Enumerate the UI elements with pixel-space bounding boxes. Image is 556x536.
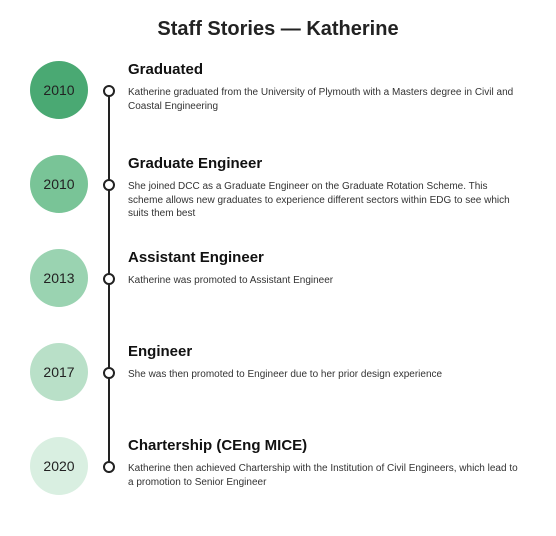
event-title: Graduated <box>128 61 532 78</box>
year-circle: 2010 <box>30 61 88 119</box>
page-title: Staff Stories — Katherine <box>24 18 532 41</box>
timeline-dot <box>103 367 115 379</box>
event-title: Chartership (CEng MICE) <box>128 437 532 454</box>
timeline-dot <box>103 461 115 473</box>
event-content: Engineer She was then promoted to Engine… <box>128 341 532 382</box>
event-content: Graduated Katherine graduated from the U… <box>128 59 532 113</box>
event-content: Graduate Engineer She joined DCC as a Gr… <box>128 153 532 221</box>
event-desc: Katherine graduated from the University … <box>128 86 518 113</box>
timeline-event: 2010 Graduate Engineer She joined DCC as… <box>30 153 532 247</box>
event-desc: She was then promoted to Engineer due to… <box>128 368 518 382</box>
event-content: Assistant Engineer Katherine was promote… <box>128 247 532 288</box>
timeline-dot <box>103 85 115 97</box>
event-title: Assistant Engineer <box>128 249 532 266</box>
timeline-event: 2017 Engineer She was then promoted to E… <box>30 341 532 435</box>
event-desc: Katherine then achieved Chartership with… <box>128 462 518 489</box>
event-title: Graduate Engineer <box>128 155 532 172</box>
timeline-dot <box>103 273 115 285</box>
event-title: Engineer <box>128 343 532 360</box>
timeline-event: 2010 Graduated Katherine graduated from … <box>30 59 532 153</box>
event-desc: She joined DCC as a Graduate Engineer on… <box>128 180 518 221</box>
year-circle: 2013 <box>30 249 88 307</box>
timeline-dot <box>103 179 115 191</box>
timeline-event: 2013 Assistant Engineer Katherine was pr… <box>30 247 532 341</box>
year-circle: 2010 <box>30 155 88 213</box>
timeline: 2010 Graduated Katherine graduated from … <box>30 59 532 505</box>
year-circle: 2017 <box>30 343 88 401</box>
event-content: Chartership (CEng MICE) Katherine then a… <box>128 435 532 489</box>
event-desc: Katherine was promoted to Assistant Engi… <box>128 274 518 288</box>
year-circle: 2020 <box>30 437 88 495</box>
timeline-event: 2020 Chartership (CEng MICE) Katherine t… <box>30 435 532 505</box>
